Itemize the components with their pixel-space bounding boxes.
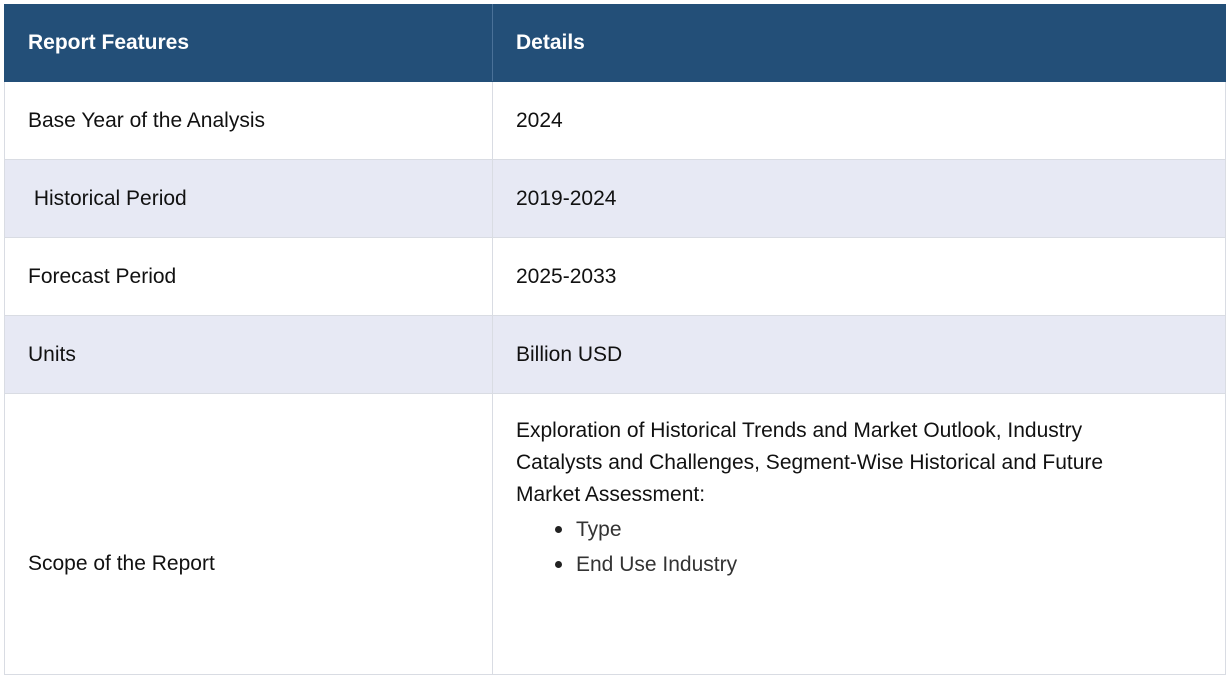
feature-cell: Base Year of the Analysis xyxy=(4,81,493,160)
scope-list: Type End Use Industry xyxy=(516,512,1165,582)
table-row-historical-period: Historical Period 2019-2024 xyxy=(4,159,1226,238)
detail-cell: 2019-2024 xyxy=(492,159,1226,238)
table-row-scope: Scope of the Report Exploration of Histo… xyxy=(4,393,1226,675)
list-item-label: End Use Industry xyxy=(576,553,738,576)
scope-detail-cell: Exploration of Historical Trends and Mar… xyxy=(492,393,1226,675)
bullet-icon xyxy=(555,561,562,568)
detail-cell: Billion USD xyxy=(492,315,1226,394)
report-features-table: Report Features Details Base Year of the… xyxy=(4,4,1226,675)
feature-cell: Historical Period xyxy=(4,159,493,238)
bullet-icon xyxy=(555,526,562,533)
report-features-table-container: Report Features Details Base Year of the… xyxy=(4,4,1226,675)
table-header-row: Report Features Details xyxy=(4,4,1226,82)
feature-cell: Forecast Period xyxy=(4,237,493,316)
detail-cell: 2025-2033 xyxy=(492,237,1226,316)
table-row-base-year: Base Year of the Analysis 2024 xyxy=(4,81,1226,160)
feature-cell: Scope of the Report xyxy=(4,393,493,675)
scope-description: Exploration of Historical Trends and Mar… xyxy=(516,419,1104,506)
table-row-forecast-period: Forecast Period 2025-2033 xyxy=(4,237,1226,316)
detail-cell: 2024 xyxy=(492,81,1226,160)
header-details: Details xyxy=(492,4,1226,82)
table-header: Report Features Details xyxy=(4,4,1226,82)
list-item: End Use Industry xyxy=(555,547,1165,582)
feature-text: Historical Period xyxy=(28,186,187,210)
list-item-label: Type xyxy=(576,518,622,541)
table-body: Base Year of the Analysis 2024 Historica… xyxy=(4,81,1226,675)
list-item: Type xyxy=(555,512,1165,547)
table-row-units: Units Billion USD xyxy=(4,315,1226,394)
header-report-features: Report Features xyxy=(4,4,493,82)
feature-cell: Units xyxy=(4,315,493,394)
